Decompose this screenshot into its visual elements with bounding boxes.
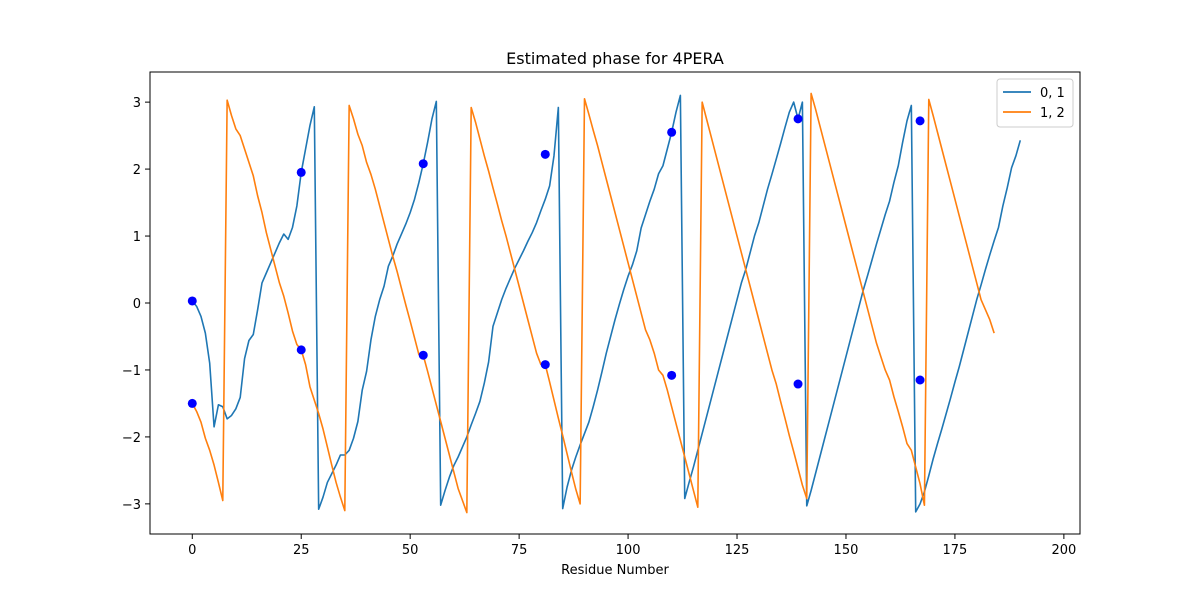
x-axis-ticks: 0 25 50 75 100 125 150 175 200 bbox=[188, 534, 1076, 558]
legend-label: 1, 2 bbox=[1040, 106, 1065, 121]
y-tick-label: −2 bbox=[122, 431, 141, 446]
marker-points bbox=[187, 114, 925, 408]
marker-point bbox=[296, 167, 306, 177]
x-tick-label: 125 bbox=[725, 543, 750, 558]
marker-point bbox=[540, 149, 550, 159]
x-tick-label: 50 bbox=[402, 543, 419, 558]
legend: 0, 1 1, 2 bbox=[996, 78, 1074, 128]
y-tick-label: 2 bbox=[133, 163, 141, 178]
marker-point bbox=[296, 345, 306, 355]
marker-point bbox=[418, 350, 428, 360]
plot-area bbox=[191, 92, 1022, 514]
x-tick-label: 0 bbox=[188, 543, 196, 558]
y-tick-label: 3 bbox=[133, 96, 141, 111]
y-tick-label: −3 bbox=[122, 498, 141, 513]
marker-point bbox=[915, 375, 925, 385]
series-line-2 bbox=[191, 92, 995, 514]
marker-point bbox=[418, 159, 428, 169]
x-tick-label: 150 bbox=[834, 543, 859, 558]
chart-title: Estimated phase for 4PERA bbox=[506, 49, 724, 68]
legend-label: 0, 1 bbox=[1040, 86, 1065, 101]
marker-point bbox=[540, 360, 550, 370]
x-tick-label: 25 bbox=[293, 543, 310, 558]
x-tick-label: 100 bbox=[616, 543, 641, 558]
x-tick-label: 75 bbox=[511, 543, 528, 558]
x-axis-label: Residue Number bbox=[561, 563, 669, 578]
x-tick-label: 200 bbox=[1051, 543, 1076, 558]
marker-point bbox=[793, 379, 803, 389]
marker-point bbox=[915, 116, 925, 126]
marker-point bbox=[667, 370, 677, 380]
legend-box bbox=[996, 78, 1074, 128]
y-tick-label: 0 bbox=[133, 297, 141, 312]
marker-point bbox=[187, 296, 197, 306]
y-axis-ticks: −3 −2 −1 0 1 2 3 bbox=[122, 96, 150, 513]
marker-point bbox=[793, 114, 803, 124]
y-tick-label: −1 bbox=[122, 364, 141, 379]
y-tick-label: 1 bbox=[133, 230, 141, 245]
marker-point bbox=[667, 127, 677, 137]
series-line-1 bbox=[191, 94, 1022, 513]
marker-point bbox=[187, 398, 197, 408]
x-tick-label: 175 bbox=[943, 543, 968, 558]
